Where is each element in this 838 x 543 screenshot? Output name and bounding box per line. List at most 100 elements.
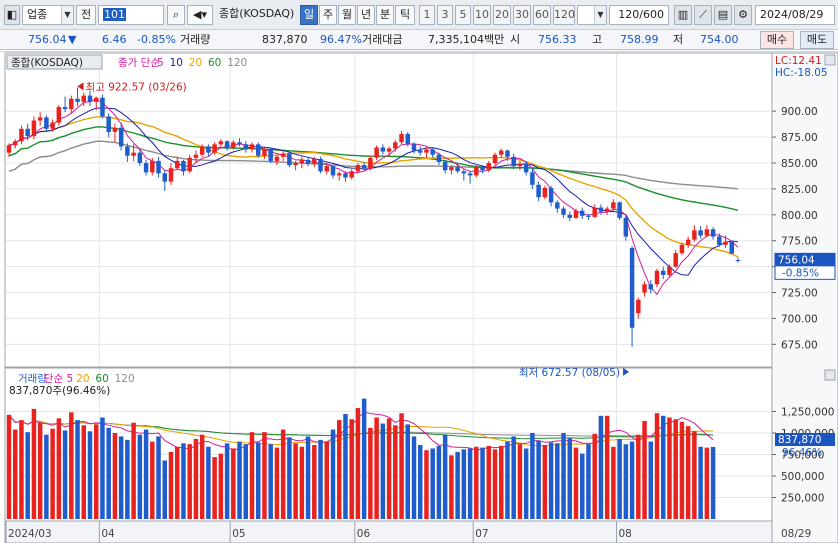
interval-1[interactable]: 1	[419, 5, 435, 25]
price-tick-label: 875.00	[781, 132, 818, 144]
interval-5[interactable]: 5	[455, 5, 471, 25]
period-day[interactable]: 일	[300, 5, 318, 25]
interval-60[interactable]: 60	[533, 5, 551, 25]
ma20-line	[8, 116, 739, 258]
period-year[interactable]: 년	[357, 5, 375, 25]
candle-body	[118, 127, 124, 147]
volume-bar	[118, 436, 124, 519]
chart-type-icon[interactable]: ▥	[674, 5, 692, 25]
legend-entry: 120	[227, 57, 247, 69]
candle-body	[69, 98, 74, 110]
period-month[interactable]: 월	[338, 5, 356, 25]
candle-body	[548, 187, 554, 203]
candle-body	[336, 173, 342, 176]
volume-bar	[168, 451, 174, 519]
candle-body	[517, 164, 523, 167]
candle-body	[243, 144, 249, 150]
max-marker: 최고 922.57 (03/26)	[77, 81, 187, 93]
amount-value: 7,335,104백만	[428, 33, 505, 46]
volume-bar	[679, 421, 685, 519]
candle-body	[498, 150, 504, 155]
date-field[interactable]: 2024/08/29	[755, 5, 835, 25]
candle-body	[629, 247, 635, 328]
volume-bar	[131, 422, 136, 519]
volume-bar	[449, 455, 454, 519]
candle-body	[417, 150, 423, 153]
volume-panel-scroll-up[interactable]	[824, 369, 836, 381]
volume-bar	[299, 446, 305, 519]
price-tick-label: 800.00	[781, 210, 818, 222]
lc-label: LC:12.41	[775, 55, 822, 67]
search-icon[interactable]: ⌕	[167, 5, 185, 25]
volume-bar	[37, 422, 43, 519]
min-label: 최저 672.57 (08/05)	[519, 367, 620, 379]
candle-body	[374, 147, 379, 158]
down-arrow-icon: ▼	[68, 33, 77, 46]
save-icon[interactable]: ▤	[714, 5, 732, 25]
interval-custom[interactable]: ▼	[577, 5, 607, 25]
price-tick-label: 700.00	[781, 313, 818, 325]
gear-icon[interactable]: ⚙	[734, 5, 752, 25]
candle-body	[648, 284, 654, 290]
candle-body	[654, 270, 660, 285]
volume-bar	[374, 417, 379, 519]
candle-body	[12, 141, 18, 146]
volume-tick-label: 500,000	[781, 471, 824, 483]
candle-body	[642, 284, 647, 293]
interval-20[interactable]: 20	[493, 5, 511, 25]
candle-body	[430, 149, 435, 155]
chart-svg[interactable]: 675.00700.00725.00750.00775.00800.00825.…	[0, 52, 838, 543]
interval-3[interactable]: 3	[437, 5, 453, 25]
candle-body	[143, 162, 149, 173]
legend-entry: 20	[189, 57, 202, 69]
volume-bar	[648, 441, 654, 519]
volume-bar	[262, 432, 267, 519]
price-tick-label: 675.00	[781, 339, 818, 351]
volume-bar	[56, 418, 62, 519]
sound-icon[interactable]: ◀▾	[187, 5, 213, 25]
interval-30[interactable]: 30	[513, 5, 531, 25]
code-input[interactable]: 101	[98, 5, 164, 25]
prefix-button[interactable]: 전	[76, 5, 96, 25]
candle-body	[343, 173, 348, 178]
indicator-icon[interactable]: ⟋	[694, 5, 712, 25]
volume-bar	[199, 434, 205, 519]
period-tick[interactable]: 틱	[395, 5, 415, 25]
interval-10[interactable]: 10	[473, 5, 491, 25]
volume-bar	[710, 446, 716, 519]
volume-bar	[486, 445, 492, 519]
x-axis-label: 04	[101, 528, 115, 540]
interval-120[interactable]: 120	[553, 5, 575, 25]
volume-bar	[62, 430, 68, 519]
min-marker: 최저 672.57 (08/05)	[519, 367, 630, 379]
sell-button[interactable]: 매도	[800, 31, 834, 49]
index-tab[interactable]	[6, 54, 103, 70]
volume-tick-label: 1,250,000	[781, 407, 834, 419]
volume-bar	[386, 418, 392, 519]
volume-bar	[268, 444, 273, 519]
candle-body	[399, 133, 404, 143]
candle-body	[87, 95, 93, 102]
buy-button[interactable]: 매수	[760, 31, 794, 49]
period-week[interactable]: 주	[319, 5, 337, 25]
candle-body	[100, 97, 105, 117]
candle-body	[305, 159, 311, 165]
chart-area[interactable]: 675.00700.00725.00750.00775.00800.00825.…	[0, 51, 838, 543]
volume-bar	[642, 420, 647, 519]
volume-bar	[555, 443, 560, 519]
volume-bar	[31, 408, 37, 519]
legend-entry: 종가 단순	[118, 57, 160, 69]
candle-body	[75, 98, 80, 102]
candle-body	[361, 165, 367, 169]
volume-bar	[567, 438, 573, 519]
period-minute[interactable]: 분	[376, 5, 394, 25]
price-panel-scroll-up[interactable]	[824, 54, 836, 66]
count-field[interactable]: 120/600	[609, 5, 669, 25]
candle-body	[623, 217, 629, 237]
market-select[interactable]: 업종 ▼	[22, 5, 74, 25]
layout-icon[interactable]: ◧	[4, 5, 20, 25]
candle-body	[704, 229, 710, 236]
volume-bar	[579, 453, 585, 519]
